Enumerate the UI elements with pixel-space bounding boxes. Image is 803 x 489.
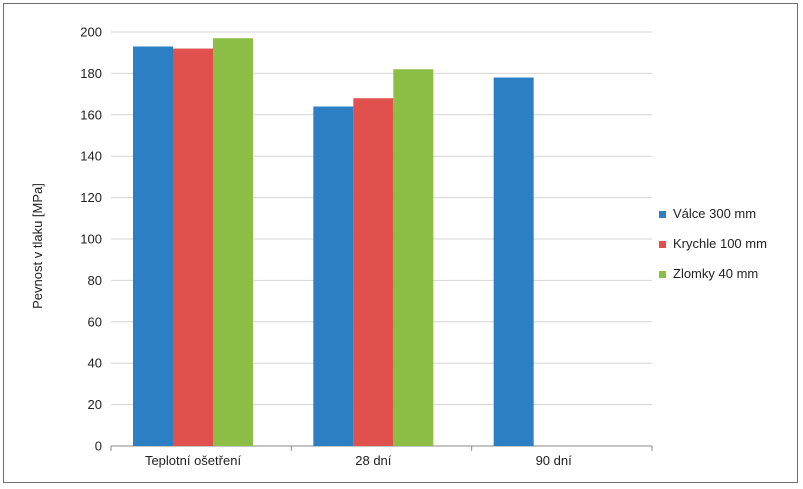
y-tick-label: 100 bbox=[80, 232, 102, 247]
y-tick-label: 200 bbox=[80, 25, 102, 40]
y-tick-label: 80 bbox=[88, 273, 102, 288]
bar bbox=[393, 69, 434, 446]
bar bbox=[353, 98, 394, 447]
bar bbox=[133, 46, 173, 447]
x-category-label: 90 dní bbox=[536, 453, 573, 468]
y-tick-label: 20 bbox=[88, 397, 102, 412]
bar bbox=[213, 38, 253, 447]
x-category-label: Teplotní ošetření bbox=[145, 453, 242, 468]
bar bbox=[493, 77, 534, 446]
bar bbox=[173, 48, 213, 447]
y-tick-label: 60 bbox=[88, 314, 102, 329]
x-axis bbox=[110, 446, 653, 451]
y-tick-label: 160 bbox=[80, 107, 102, 122]
legend: Válce 300 mm Krychle 100 mm Zlomky 40 mm bbox=[659, 206, 767, 281]
y-tick-label: 40 bbox=[88, 356, 102, 371]
x-axis-categories: Teplotní ošetření 28 dní 90 dní bbox=[145, 453, 572, 468]
y-tick-label: 120 bbox=[80, 190, 102, 205]
y-tick-label: 0 bbox=[95, 439, 102, 454]
y-tick-label: 140 bbox=[80, 149, 102, 164]
legend-swatch bbox=[659, 241, 666, 248]
legend-label: Válce 300 mm bbox=[673, 206, 756, 221]
y-axis-ticks: 0 20 40 60 80 100 120 140 160 180 200 bbox=[80, 25, 102, 454]
y-axis-label: Pevnost v tlaku [MPa] bbox=[30, 183, 45, 309]
legend-swatch bbox=[659, 271, 666, 278]
bar-chart: 0 20 40 60 80 100 120 140 160 180 200 Teplotní oše… bbox=[30, 25, 767, 469]
legend-label: Krychle 100 mm bbox=[673, 236, 767, 251]
chart-frame: 0 20 40 60 80 100 120 140 160 180 200 Teplotní oše… bbox=[3, 3, 798, 483]
bar bbox=[313, 106, 354, 447]
x-category-label: 28 dní bbox=[355, 453, 392, 468]
legend-swatch bbox=[659, 211, 666, 218]
bars bbox=[133, 38, 534, 447]
y-tick-label: 180 bbox=[80, 66, 102, 81]
legend-label: Zlomky 40 mm bbox=[673, 266, 758, 281]
